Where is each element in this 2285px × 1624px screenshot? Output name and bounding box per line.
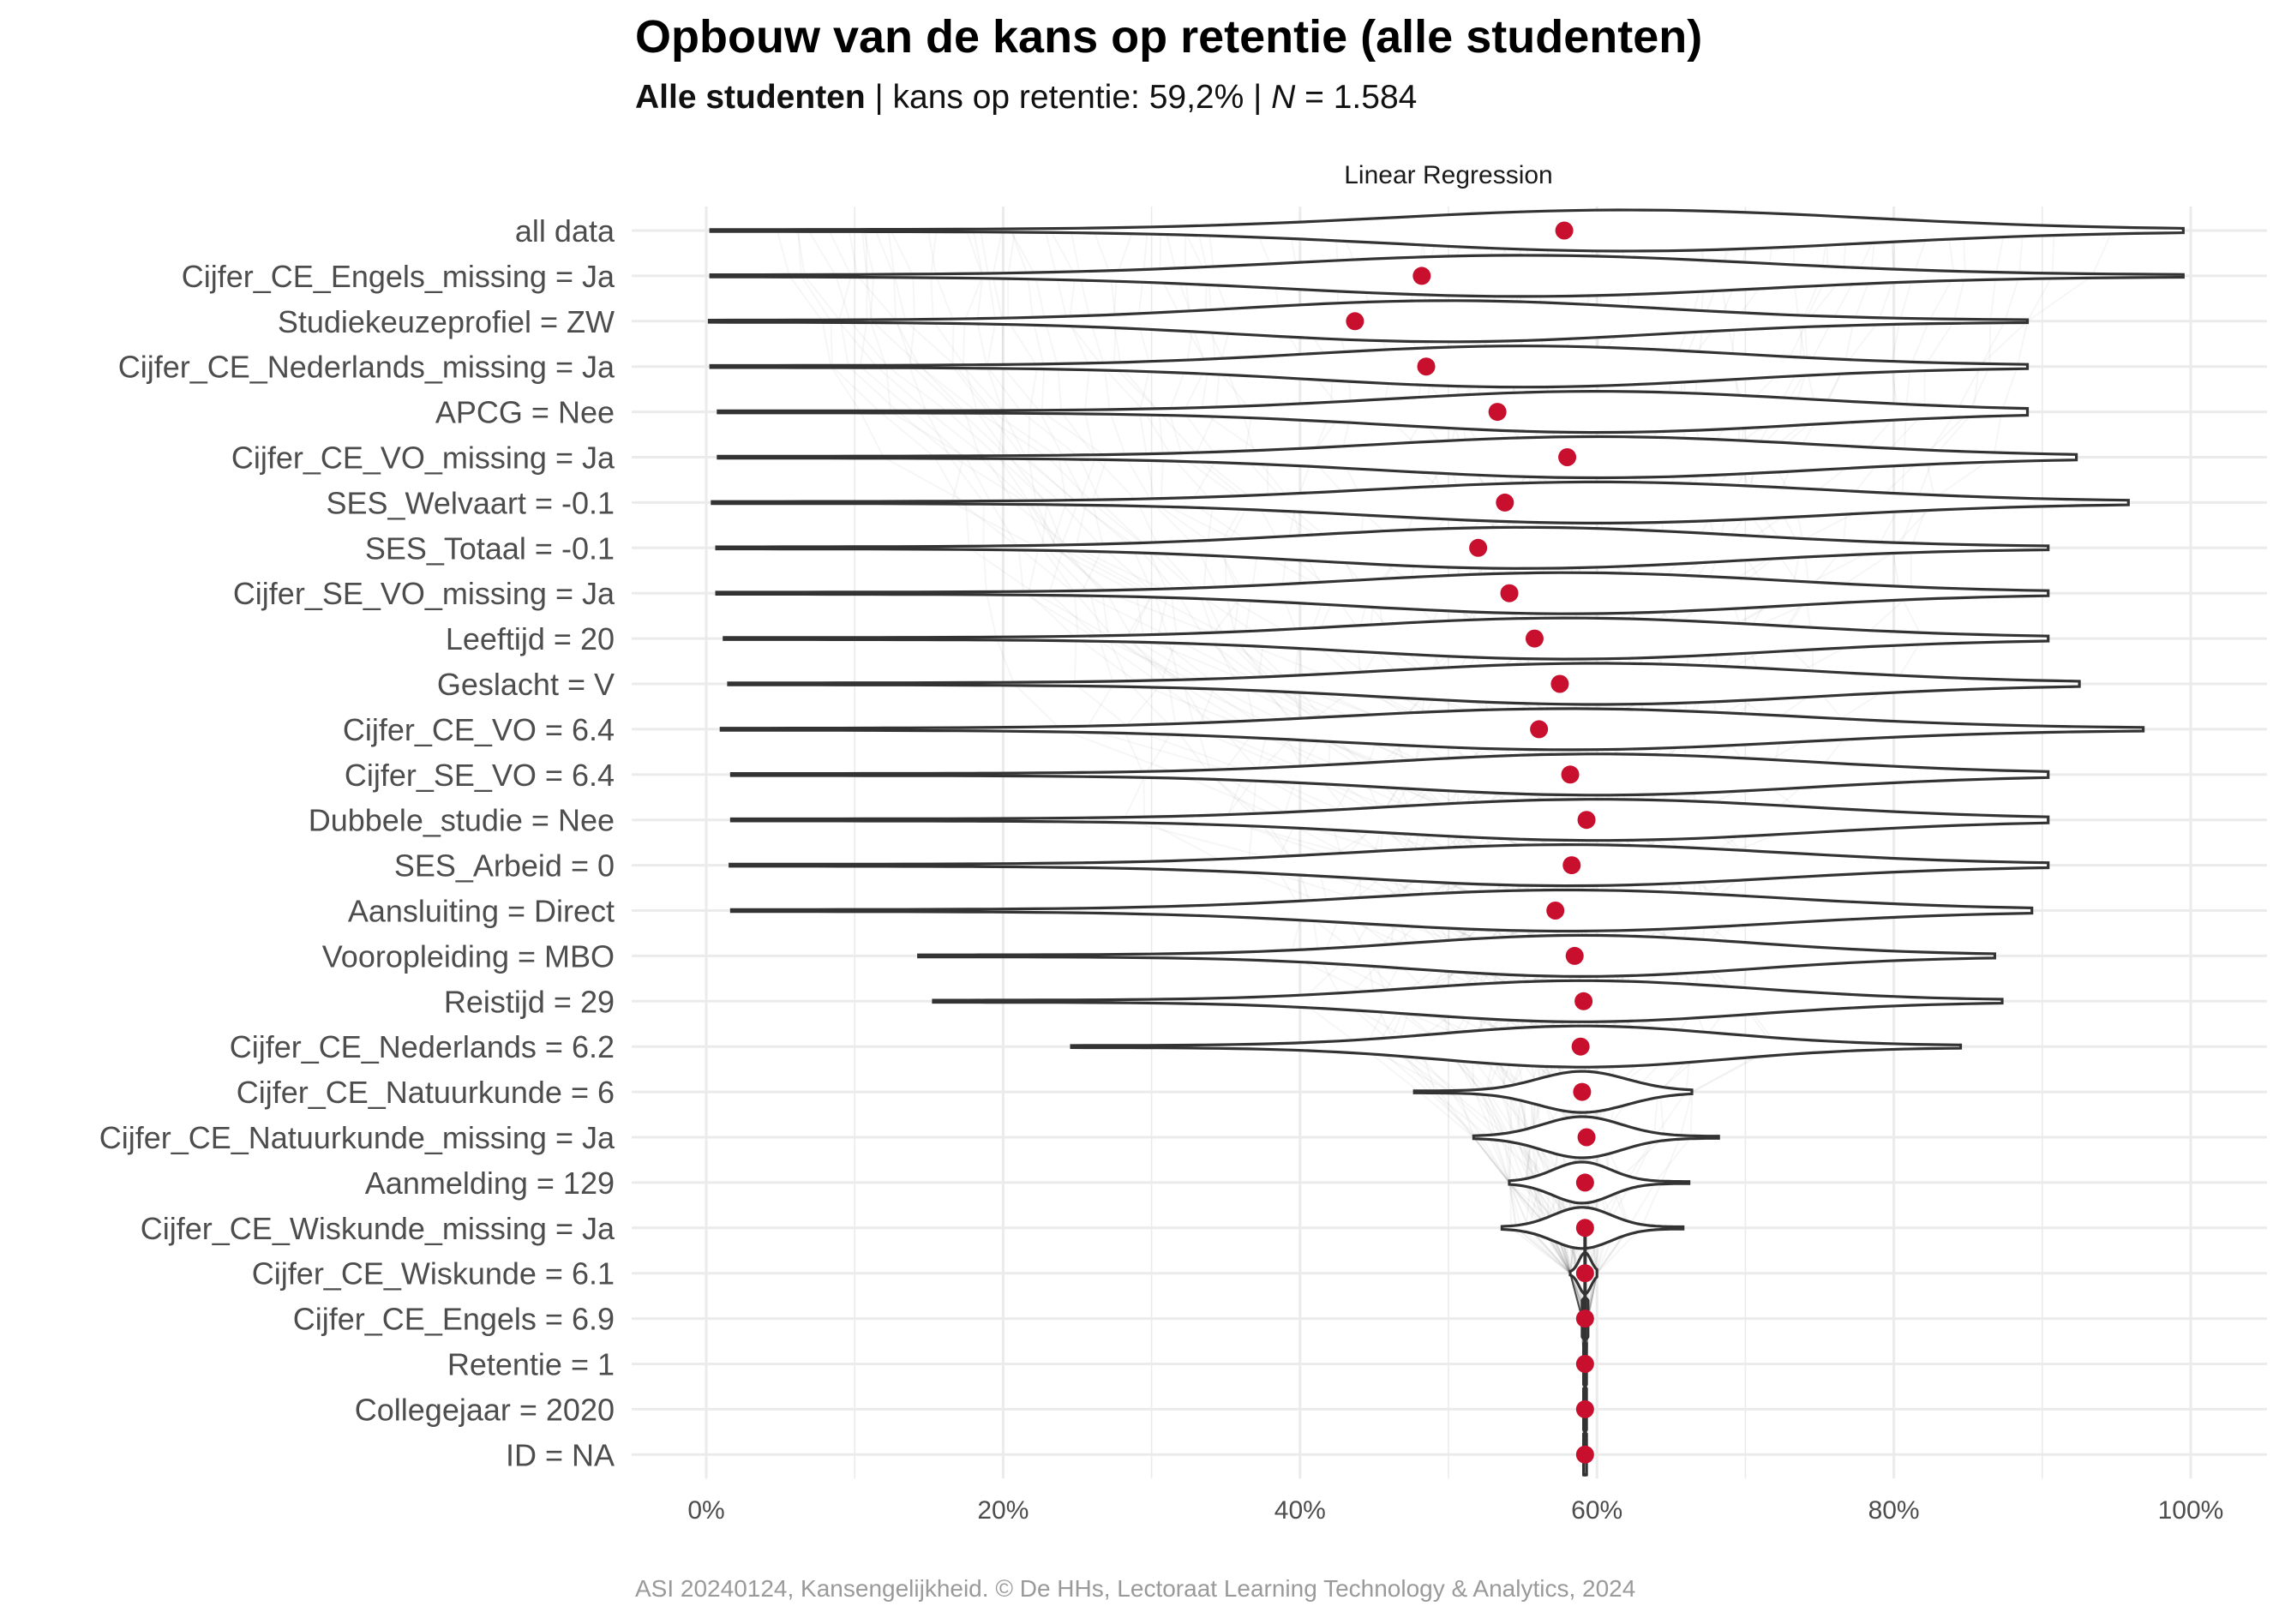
y-tick-label: Reistijd = 29 [444, 984, 615, 1019]
y-tick-label: Cijfer_CE_Nederlands = 6.2 [230, 1029, 615, 1064]
violin-shape [1412, 1070, 1694, 1114]
mean-point [1575, 1219, 1594, 1237]
mean-point [1546, 902, 1565, 920]
subtitle-rate: 59,2% [1148, 79, 1244, 116]
violin-shape [709, 208, 2185, 253]
mean-point [1575, 1264, 1594, 1283]
mean-point [1555, 221, 1574, 240]
violin-shape [729, 888, 2034, 933]
mean-point [1575, 1445, 1594, 1464]
violin-shape [719, 707, 2145, 752]
subtitle-group: Alle studenten [635, 79, 866, 116]
violin-shape [715, 571, 2050, 615]
violin-shape [917, 933, 1996, 979]
y-tick-label: Dubbele_studie = Nee [309, 803, 615, 838]
x-tick-label: 0% [687, 1496, 724, 1525]
violin-shape [727, 662, 2081, 706]
violin-shape [932, 979, 2004, 1023]
y-tick-label: Cijfer_CE_Natuurkunde = 6 [237, 1075, 615, 1110]
violin-shape [1508, 1160, 1691, 1205]
mean-point [1417, 357, 1436, 376]
x-tick-label: 80% [1868, 1496, 1920, 1525]
violin-layer [707, 208, 2185, 1477]
mean-point [1575, 1355, 1594, 1373]
violin-shape [717, 389, 2030, 434]
mean-point [1575, 1173, 1594, 1192]
violin-shape [717, 434, 2078, 480]
violin-shape [711, 480, 2130, 524]
y-tick-label: Retentie = 1 [447, 1347, 615, 1382]
violin-shape [1472, 1115, 1720, 1160]
y-tick-label: Aanmelding = 129 [365, 1166, 615, 1201]
violin-shape [723, 616, 2050, 661]
y-tick-label: Cijfer_CE_VO = 6.4 [343, 712, 615, 747]
x-tick-label: 100% [2158, 1496, 2224, 1525]
mean-point [1500, 584, 1519, 602]
y-tick-label: SES_Welvaart = -0.1 [327, 485, 615, 520]
y-tick-label: Cijfer_CE_Nederlands_missing = Ja [118, 350, 615, 385]
mean-point [1561, 765, 1580, 784]
x-tick-label: 40% [1274, 1496, 1326, 1525]
mean-point [1562, 856, 1581, 875]
violin-shape [729, 842, 2050, 888]
mean-point [1577, 1128, 1596, 1147]
y-tick-labels: all data Cijfer_CE_Engels_missing = Ja Stu… [99, 213, 615, 1472]
chart-title: Opbouw van de kans op retentie (alle stu… [635, 11, 1703, 63]
mean-point [1558, 448, 1577, 466]
violin-shape [715, 525, 2050, 570]
y-tick-label: Collegejaar = 2020 [355, 1392, 615, 1427]
subtitle-n-label: N [1271, 79, 1296, 116]
mean-point [1571, 1037, 1590, 1056]
x-tick-labels: 0% 20% 40% 60% 80% 100% [687, 1496, 2223, 1525]
mean-point [1469, 538, 1488, 557]
mean-point [1550, 674, 1569, 693]
y-tick-label: Cijfer_SE_VO_missing = Ja [233, 576, 615, 611]
mean-point [1574, 992, 1593, 1010]
mean-point-layer [1346, 221, 1596, 1464]
mean-point [1565, 946, 1584, 965]
mean-point [1573, 1082, 1592, 1101]
mean-point [1530, 720, 1549, 739]
violin-shape [1070, 1024, 1963, 1069]
y-tick-label: SES_Totaal = -0.1 [365, 530, 615, 566]
y-tick-label: Cijfer_CE_Engels_missing = Ja [182, 259, 615, 294]
mean-point [1496, 493, 1514, 512]
violin-shape [709, 345, 2030, 389]
mean-point [1575, 1309, 1594, 1328]
violin-shape [729, 798, 2050, 842]
caption: ASI 20240124, Kansengelijkheid. © De HHs… [635, 1575, 1636, 1602]
y-tick-label: ID = NA [506, 1437, 615, 1472]
x-tick-label: 20% [977, 1496, 1029, 1525]
y-tick-label: Cijfer_CE_Natuurkunde_missing = Ja [99, 1120, 615, 1155]
y-tick-label: Leeftijd = 20 [446, 621, 615, 656]
violin-shape [729, 752, 2050, 797]
y-tick-label: Geslacht = V [437, 667, 615, 702]
subtitle-sep1: | kans op retentie: [865, 79, 1149, 116]
y-tick-label: Cijfer_SE_VO = 6.4 [345, 758, 615, 793]
violin-shape [707, 299, 2030, 344]
violin-shape [709, 254, 2185, 298]
y-tick-label: Cijfer_CE_Wiskunde = 6.1 [252, 1256, 615, 1291]
mean-point [1577, 811, 1596, 830]
mean-point [1575, 1399, 1594, 1418]
facet-label: Linear Regression [1344, 161, 1552, 189]
chart-subtitle: Alle studenten | kans op retentie: 59,2%… [635, 79, 1417, 117]
y-tick-label: APCG = Nee [435, 395, 615, 430]
y-tick-label: Cijfer_CE_Engels = 6.9 [293, 1302, 615, 1337]
y-tick-label: Cijfer_CE_VO_missing = Ja [231, 440, 615, 476]
subtitle-sep2: | [1244, 79, 1272, 116]
y-tick-label: Vooropleiding = MBO [322, 938, 615, 974]
mean-point [1525, 629, 1544, 648]
x-tick-label: 60% [1571, 1496, 1622, 1525]
y-tick-label: all data [515, 213, 615, 249]
mean-point [1412, 267, 1431, 285]
y-tick-label: Cijfer_CE_Wiskunde_missing = Ja [141, 1211, 615, 1246]
subtitle-n-value: = 1.584 [1295, 79, 1418, 116]
y-tick-label: Aansluiting = Direct [348, 894, 615, 929]
mean-point [1346, 312, 1364, 331]
y-tick-label: SES_Arbeid = 0 [394, 848, 615, 884]
y-tick-label: Studiekeuzeprofiel = ZW [278, 304, 615, 339]
mean-point [1488, 403, 1507, 422]
